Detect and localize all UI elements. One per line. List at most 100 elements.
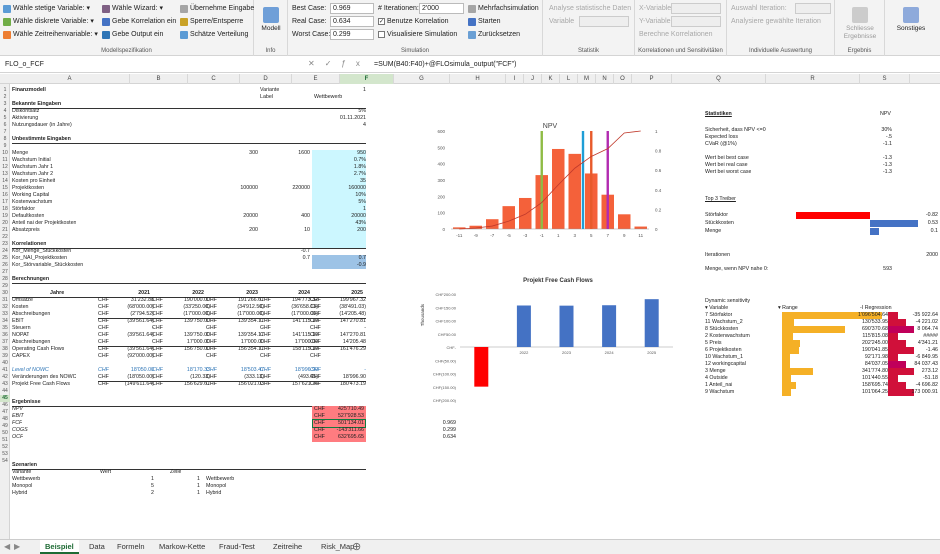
- row-header[interactable]: 26: [2, 262, 8, 268]
- cell-value[interactable]: 191'266.67: [237, 297, 264, 303]
- stats-title[interactable]: Statistiken: [705, 111, 732, 117]
- filter-header[interactable]: -I Regression: [860, 305, 892, 311]
- cell-value[interactable]: [214, 353, 264, 360]
- driver-value[interactable]: 0.1: [930, 228, 938, 234]
- dyn-label[interactable]: 6 Projektkosten: [705, 347, 742, 353]
- cell-value[interactable]: 17'000.00: [186, 339, 210, 345]
- stats-col[interactable]: NPV: [880, 111, 891, 117]
- year-header[interactable]: 2025: [351, 290, 363, 296]
- cell-value[interactable]: (17'000.00): [183, 311, 210, 317]
- row-header[interactable]: 5: [3, 115, 7, 121]
- cell-value[interactable]: 156'629.67: [183, 381, 210, 387]
- scenario-name[interactable]: Monopol: [12, 483, 33, 489]
- row-header[interactable]: 17: [2, 199, 8, 205]
- cell-value[interactable]: 139'354.17: [237, 318, 264, 324]
- row-header[interactable]: 8: [3, 136, 7, 142]
- range-value[interactable]: 202'245.00: [861, 340, 888, 346]
- cell[interactable]: -0.7: [300, 248, 310, 254]
- uebernehme-button[interactable]: Übernehme Eingabe: [180, 3, 254, 14]
- schaetze-button[interactable]: Schätze Verteilung: [180, 29, 248, 40]
- tab-fraud-test[interactable]: Fraud-Test: [219, 542, 255, 551]
- row-header[interactable]: 9: [3, 143, 7, 149]
- row-header[interactable]: 32: [2, 304, 8, 310]
- cell-value[interactable]: 18'170.33: [186, 367, 210, 373]
- iteration-input[interactable]: [795, 3, 831, 14]
- column-header[interactable]: A: [10, 74, 130, 84]
- driver-label[interactable]: Menge: [705, 228, 722, 234]
- row-header[interactable]: 28: [2, 276, 8, 282]
- cell-value[interactable]: [160, 353, 210, 360]
- cell[interactable]: Zeile: [170, 469, 182, 475]
- tab-data[interactable]: Data: [89, 542, 105, 551]
- korrelation-button[interactable]: Gebe Korrelation ein: [102, 16, 176, 27]
- row-header[interactable]: 44: [2, 388, 8, 394]
- checkbox-unchecked[interactable]: [378, 31, 385, 38]
- cell-value[interactable]: (120.33): [190, 374, 210, 380]
- regression-value[interactable]: -1.46: [925, 347, 938, 353]
- cell-value[interactable]: (92'000.00): [127, 353, 154, 359]
- cell[interactable]: 0.7: [358, 255, 366, 261]
- cell[interactable]: Defaultkosten: [12, 213, 45, 219]
- cell-value[interactable]: 31'232.88: [130, 297, 154, 303]
- start-button[interactable]: Starten: [468, 16, 501, 27]
- row-label[interactable]: Veränderungen des NOWC: [12, 374, 77, 380]
- dyn-label[interactable]: 8 Stückkosten: [705, 326, 739, 332]
- cell[interactable]: 5%: [358, 108, 366, 114]
- stat-label[interactable]: Wert bei worst case: [705, 169, 752, 175]
- year-header[interactable]: 2022: [192, 290, 204, 296]
- range-value[interactable]: 341'774.80: [861, 368, 888, 374]
- scenario-name[interactable]: Hybrid: [12, 490, 28, 496]
- result-label[interactable]: EBIT: [12, 413, 24, 419]
- row-header[interactable]: 38: [2, 346, 8, 352]
- cell[interactable]: 0.7%: [353, 157, 366, 163]
- analysiere-button[interactable]: Analysiere gewählte Iteration: [731, 18, 821, 25]
- row-header[interactable]: 15: [2, 185, 8, 191]
- regression-value[interactable]: -4 696.82: [915, 382, 938, 388]
- cell[interactable]: 5%: [358, 199, 366, 205]
- column-header[interactable]: G: [394, 74, 450, 84]
- row-header[interactable]: 21: [2, 227, 8, 233]
- x-variable-select[interactable]: [671, 3, 721, 14]
- dyn-label[interactable]: 3 Menge: [705, 368, 726, 374]
- cell[interactable]: 1600: [298, 150, 310, 156]
- cell[interactable]: Working Capital: [12, 192, 50, 198]
- row-label[interactable]: CAPEX: [12, 353, 30, 359]
- cell[interactable]: Iterationen: [705, 252, 731, 258]
- column-header[interactable]: S: [860, 74, 910, 84]
- fcf-bar-chart[interactable]: Projekt Free Cash Flows Thousands CHF200.0…: [418, 274, 680, 404]
- regression-value[interactable]: 84 037.43: [914, 361, 938, 367]
- cell[interactable]: 10: [304, 227, 310, 233]
- checkbox-checked[interactable]: ✓: [378, 18, 385, 25]
- dyn-label[interactable]: 12 workingcapital: [705, 361, 746, 367]
- result-value[interactable]: 632'695.65: [337, 434, 364, 440]
- formula-input[interactable]: =SUM(B40:F40)+@FLOsimula_output("FCF"): [374, 61, 517, 68]
- row-header[interactable]: 24: [2, 248, 8, 254]
- berechne-button[interactable]: Berechne Korrelationen: [639, 31, 713, 38]
- filter-icon[interactable]: -I: [860, 305, 865, 311]
- dyn-label[interactable]: 2 Kostenwachstum: [705, 333, 750, 339]
- cell-value[interactable]: (2'794.52): [130, 311, 154, 317]
- column-header[interactable]: P: [632, 74, 672, 84]
- column-header[interactable]: N: [596, 74, 614, 84]
- cell-value[interactable]: 147'270.81: [339, 318, 366, 324]
- cell[interactable]: Kosten pro Einheit: [12, 178, 56, 184]
- fx-icon[interactable]: ƒx: [341, 59, 370, 68]
- row-header[interactable]: 47: [2, 409, 8, 415]
- cell-value[interactable]: -: [208, 325, 210, 331]
- cell[interactable]: 0.7: [302, 255, 310, 261]
- cell[interactable]: 1: [363, 206, 366, 212]
- iterationen-input[interactable]: 2'000: [419, 3, 464, 14]
- section-header[interactable]: Szenarien: [12, 462, 38, 468]
- section-header[interactable]: Berechnungen: [12, 276, 50, 282]
- column-header[interactable]: F: [340, 74, 394, 84]
- row-header[interactable]: 30: [2, 290, 8, 296]
- reset-button[interactable]: Zurücksetzen: [468, 29, 520, 40]
- stat-label[interactable]: CVaR (@1%): [705, 141, 737, 147]
- cell-value[interactable]: (34'912.50): [237, 304, 264, 310]
- cell[interactable]: 160000: [348, 185, 366, 191]
- range-value[interactable]: 115'815.08: [862, 333, 888, 339]
- cell-value[interactable]: (17'000.00): [291, 311, 318, 317]
- row-header[interactable]: 39: [2, 353, 8, 359]
- row-header[interactable]: 41: [2, 367, 8, 373]
- row-header[interactable]: 53: [2, 451, 8, 457]
